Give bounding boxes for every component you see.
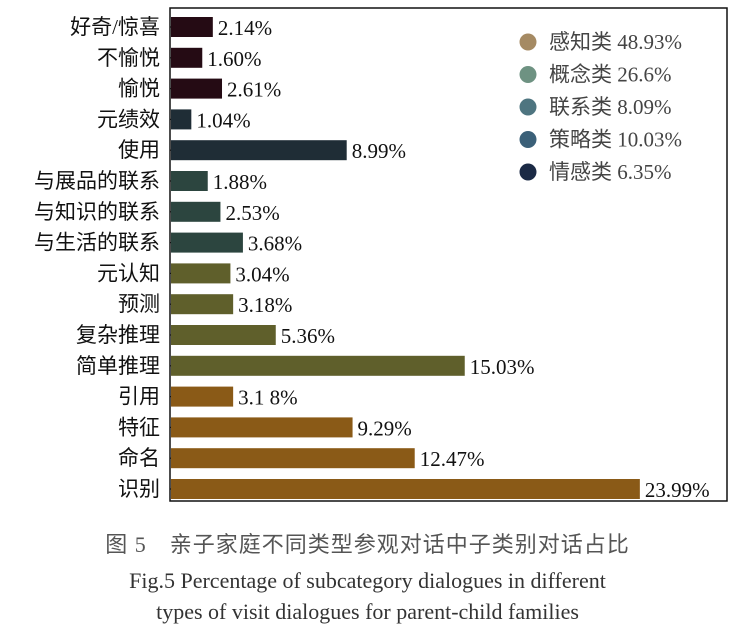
- category-label: 简单推理: [76, 354, 160, 378]
- data-label: 8.99%: [352, 139, 406, 163]
- category-label: 预测: [118, 292, 160, 316]
- data-label: 3.68%: [248, 232, 302, 256]
- caption-english-line2: types of visit dialogues for parent-chil…: [156, 599, 579, 624]
- category-label: 愉悦: [118, 77, 160, 101]
- legend-marker: [519, 66, 537, 83]
- data-label: 1.88%: [213, 170, 267, 194]
- category-label: 与展品的联系: [34, 169, 160, 193]
- category-label: 元绩效: [97, 107, 160, 131]
- legend-marker: [519, 98, 537, 116]
- data-label: 1.04%: [196, 108, 250, 132]
- data-label: 23.99%: [645, 478, 710, 502]
- bar: [171, 479, 640, 499]
- legend-label: 联系类 8.09%: [549, 95, 672, 119]
- bar: [171, 294, 234, 315]
- bar: [171, 386, 234, 407]
- legend-marker: [519, 131, 537, 148]
- bar: [171, 78, 223, 99]
- data-label: 2.61%: [227, 78, 281, 102]
- caption-english-line1: Fig.5 Percentage of subcategory dialogue…: [129, 568, 606, 593]
- data-label: 2.53%: [225, 201, 279, 225]
- bar: [171, 355, 465, 376]
- category-label: 不愉悦: [97, 46, 160, 70]
- bar: [171, 417, 353, 438]
- caption-chinese: 图 5 亲子家庭不同类型参观对话中子类别对话占比: [105, 532, 630, 557]
- data-label: 15.03%: [470, 355, 535, 379]
- category-label: 与生活的联系: [34, 231, 160, 255]
- category-label: 引用: [118, 385, 160, 409]
- bar: [171, 47, 203, 68]
- bar: [171, 263, 231, 284]
- bar: [171, 232, 243, 253]
- bar: [171, 171, 208, 191]
- plot-frame: [169, 7, 728, 502]
- data-label: 9.29%: [358, 416, 412, 440]
- category-label: 元认知: [97, 261, 160, 285]
- bar: [171, 325, 276, 345]
- bar: [171, 109, 192, 130]
- bar: [171, 201, 221, 222]
- data-label: 1.60%: [207, 47, 261, 71]
- data-label: 2.14%: [218, 16, 272, 40]
- legend-marker: [519, 33, 537, 51]
- bar: [171, 448, 415, 469]
- category-label: 复杂推理: [76, 323, 160, 347]
- data-label: 5.36%: [281, 324, 335, 348]
- bar: [171, 140, 347, 161]
- category-label: 命名: [118, 446, 160, 470]
- legend-label: 情感类 6.35%: [549, 160, 672, 184]
- legend-label: 概念类 26.6%: [549, 63, 672, 87]
- data-label: 3.1 8%: [238, 386, 298, 410]
- category-label: 识别: [118, 477, 160, 501]
- bar: [171, 17, 213, 37]
- data-label: 3.18%: [238, 293, 292, 317]
- category-label: 好奇/惊喜: [70, 15, 160, 39]
- data-label: 12.47%: [420, 447, 485, 471]
- category-label: 与知识的联系: [34, 200, 160, 224]
- legend-label: 策略类 10.03%: [549, 128, 682, 152]
- legend-marker: [519, 163, 537, 181]
- data-label: 3.04%: [235, 262, 289, 286]
- category-label: 特征: [118, 415, 160, 439]
- category-label: 使用: [118, 138, 160, 162]
- legend-label: 感知类 48.93%: [549, 30, 682, 54]
